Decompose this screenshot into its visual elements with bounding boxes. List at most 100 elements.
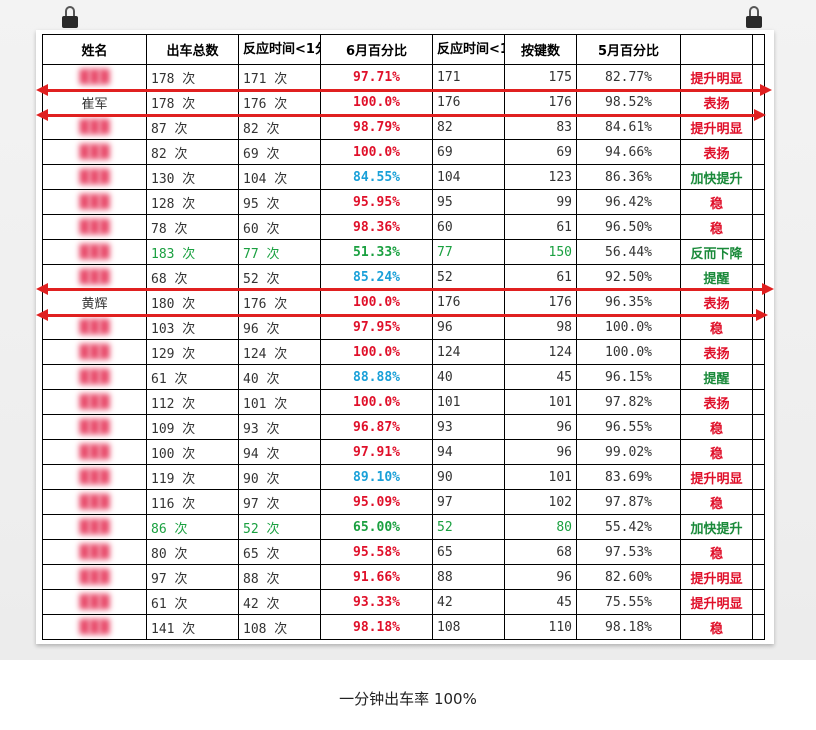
redacted-name: ███ xyxy=(79,344,110,360)
cell-may: 75.55% xyxy=(576,589,681,615)
cell-may: 97.82% xyxy=(576,389,681,415)
caption: 一分钟出车率 100% xyxy=(339,690,477,708)
header-june-percent: 6月百分比 xyxy=(320,34,433,65)
cell-remark: 加快提升 xyxy=(680,514,753,540)
cell-spacer xyxy=(752,139,765,165)
cell-jun: 100.0% xyxy=(320,139,433,165)
cell-name: ███ xyxy=(42,189,147,215)
redacted-name: ███ xyxy=(79,444,110,460)
cell-spacer xyxy=(752,564,765,590)
cell-jun: 91.66% xyxy=(320,564,433,590)
cell-name: ███ xyxy=(42,214,147,240)
cell-reac: 97 次 xyxy=(238,489,321,515)
cell-jun: 95.09% xyxy=(320,489,433,515)
redacted-name: ███ xyxy=(79,544,110,560)
cell-keys: 61 xyxy=(504,264,577,290)
cell-total: 116 次 xyxy=(146,489,239,515)
cell-r2: 40 xyxy=(432,364,505,390)
cell-keys: 96 xyxy=(504,414,577,440)
table-row: ███ 128 次 95 次 95.95% 95 99 96.42% 稳 xyxy=(42,189,765,215)
redacted-name: ███ xyxy=(79,69,110,85)
cell-keys: 80 xyxy=(504,514,577,540)
highlight-arrow xyxy=(36,109,766,121)
cell-remark: 稳 xyxy=(680,614,753,640)
header-reaction: 反应时间<1分钟 xyxy=(238,34,321,65)
redacted-name: ███ xyxy=(79,119,110,135)
cell-name: ███ xyxy=(42,164,147,190)
cell-jun: 65.00% xyxy=(320,514,433,540)
cell-may: 96.55% xyxy=(576,414,681,440)
cell-r2: 171 xyxy=(432,64,505,90)
cell-name: ███ xyxy=(42,264,147,290)
cell-spacer xyxy=(752,489,765,515)
cell-r2: 77 xyxy=(432,239,505,265)
cell-remark: 表扬 xyxy=(680,89,753,115)
cell-remark: 稳 xyxy=(680,439,753,465)
cell-reac: 69 次 xyxy=(238,139,321,165)
cell-r2: 60 xyxy=(432,214,505,240)
redacted-name: ███ xyxy=(79,369,110,385)
cell-total: 129 次 xyxy=(146,339,239,365)
cell-keys: 96 xyxy=(504,564,577,590)
cell-keys: 45 xyxy=(504,364,577,390)
cell-keys: 124 xyxy=(504,339,577,365)
table-row: ███ 61 次 40 次 88.88% 40 45 96.15% 提醒 xyxy=(42,364,765,390)
cell-jun: 96.87% xyxy=(320,414,433,440)
table-row: ███ 129 次 124 次 100.0% 124 124 100.0% 表扬 xyxy=(42,339,765,365)
cell-keys: 99 xyxy=(504,189,577,215)
header-may-percent: 5月百分比 xyxy=(576,34,681,65)
cell-r2: 82 xyxy=(432,114,505,140)
cell-name: ███ xyxy=(42,589,147,615)
table-row: ███ 87 次 82 次 98.79% 82 83 84.61% 提升明显 xyxy=(42,114,765,140)
cell-r2: 108 xyxy=(432,614,505,640)
cell-remark: 表扬 xyxy=(680,289,753,315)
header-spacer xyxy=(752,34,765,65)
table-row: ███ 82 次 69 次 100.0% 69 69 94.66% 表扬 xyxy=(42,139,765,165)
cell-jun: 88.88% xyxy=(320,364,433,390)
cell-keys: 150 xyxy=(504,239,577,265)
cell-reac: 94 次 xyxy=(238,439,321,465)
cell-spacer xyxy=(752,539,765,565)
cell-jun: 84.55% xyxy=(320,164,433,190)
binder-clip-icon xyxy=(60,6,80,28)
binder-clip-icon xyxy=(744,6,764,28)
cell-remark: 反而下降 xyxy=(680,239,753,265)
cell-spacer xyxy=(752,239,765,265)
table-row: ███ 178 次 171 次 97.71% 171 175 82.77% 提升明显 xyxy=(42,64,765,90)
cell-reac: 171 次 xyxy=(238,64,321,90)
cell-may: 84.61% xyxy=(576,114,681,140)
redacted-name: ███ xyxy=(79,569,110,585)
cell-name: ███ xyxy=(42,439,147,465)
performance-table: 姓名 出车总数 反应时间<1分钟 6月百分比 反应时间<1分钟 按键数 5月百分… xyxy=(42,34,765,640)
cell-reac: 65 次 xyxy=(238,539,321,565)
cell-total: 86 次 xyxy=(146,514,239,540)
cell-name: ███ xyxy=(42,64,147,90)
cell-name: ███ xyxy=(42,339,147,365)
cell-spacer xyxy=(752,614,765,640)
cell-reac: 90 次 xyxy=(238,464,321,490)
table-row: ███ 183 次 77 次 51.33% 77 150 56.44% 反而下降 xyxy=(42,239,765,265)
highlight-arrow xyxy=(36,283,774,295)
cell-r2: 69 xyxy=(432,139,505,165)
cell-may: 82.60% xyxy=(576,564,681,590)
cell-name: ███ xyxy=(42,239,147,265)
redacted-name: ███ xyxy=(79,169,110,185)
cell-remark: 表扬 xyxy=(680,389,753,415)
cell-jun: 97.71% xyxy=(320,64,433,90)
cell-may: 86.36% xyxy=(576,164,681,190)
cell-reac: 95 次 xyxy=(238,189,321,215)
cell-r2: 90 xyxy=(432,464,505,490)
redacted-name: ███ xyxy=(79,469,110,485)
cell-total: 80 次 xyxy=(146,539,239,565)
cell-reac: 176 次 xyxy=(238,289,321,315)
cell-may: 98.18% xyxy=(576,614,681,640)
table-row: ███ 86 次 52 次 65.00% 52 80 55.42% 加快提升 xyxy=(42,514,765,540)
cell-jun: 85.24% xyxy=(320,264,433,290)
cell-may: 96.15% xyxy=(576,364,681,390)
cell-jun: 97.95% xyxy=(320,314,433,340)
table-row: ███ 100 次 94 次 97.91% 94 96 99.02% 稳 xyxy=(42,439,765,465)
redacted-name: ███ xyxy=(79,619,110,635)
cell-remark: 表扬 xyxy=(680,339,753,365)
redacted-name: ███ xyxy=(79,319,110,335)
redacted-name: ███ xyxy=(79,144,110,160)
